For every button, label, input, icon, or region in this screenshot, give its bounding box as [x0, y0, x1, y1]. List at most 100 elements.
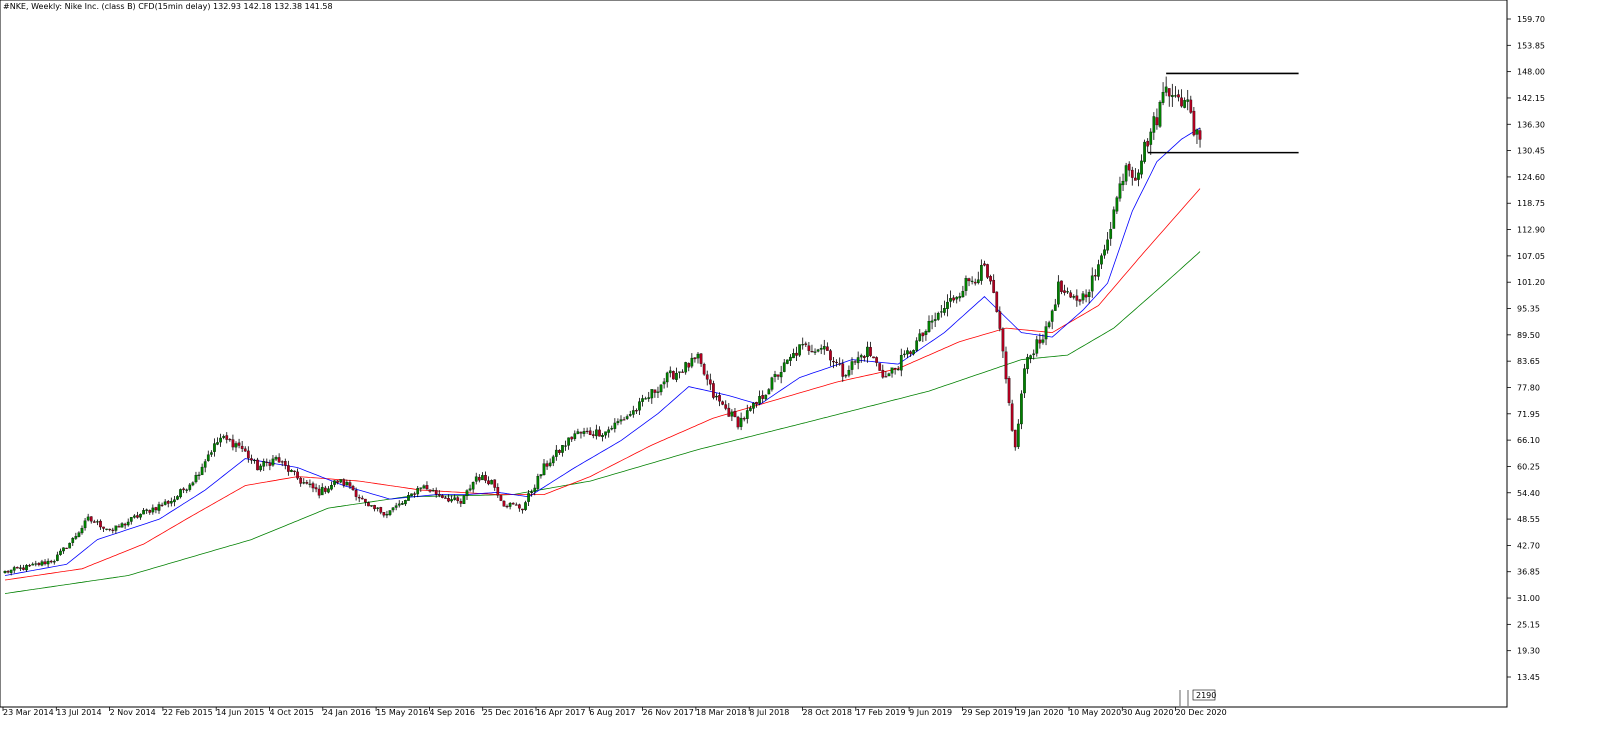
candle-body: [832, 361, 835, 363]
candle-body: [213, 443, 216, 452]
candle-body: [887, 373, 891, 377]
candle-body: [958, 296, 962, 299]
candle-body: [1155, 117, 1159, 126]
candle-body: [182, 488, 185, 491]
candle-body: [536, 475, 540, 489]
candle-body: [22, 567, 25, 570]
candle-body: [1020, 393, 1023, 425]
candle-body: [1167, 88, 1171, 97]
candle-body: [554, 449, 558, 457]
y-tick-label: 66.10: [1517, 436, 1540, 445]
candle-body: [595, 429, 598, 437]
candle-body: [1174, 95, 1177, 97]
x-tick-label: 8 Jul 2018: [749, 708, 789, 717]
candle-body: [853, 361, 857, 363]
candle-body: [379, 507, 383, 513]
candle-body: [613, 422, 617, 429]
candle-body: [404, 500, 407, 505]
candle-body: [844, 375, 848, 377]
candle-body: [320, 487, 324, 496]
candle-body: [1192, 110, 1196, 136]
candle-body: [280, 461, 284, 463]
horizontal-lines: [1147, 72, 1299, 154]
moving-averages: [4, 127, 1201, 594]
candle-body: [367, 502, 370, 507]
candle-body: [154, 507, 158, 511]
candle-body: [111, 529, 115, 531]
candle-body: [203, 461, 207, 468]
candle-body: [317, 488, 321, 496]
candle-body: [773, 374, 777, 377]
y-tick-label: 159.70: [1517, 15, 1545, 24]
candle-body: [770, 377, 774, 390]
candle-body: [77, 532, 81, 537]
candle-body: [471, 481, 475, 490]
candle-body: [1164, 86, 1168, 93]
candle-body: [973, 281, 977, 284]
candle-body: [782, 362, 786, 372]
candle-body: [733, 411, 737, 418]
candle-body: [169, 501, 173, 504]
candle-body: [136, 515, 139, 518]
candle-body: [342, 479, 346, 486]
candle-body: [970, 280, 974, 282]
candle-body: [354, 489, 358, 497]
candle-body: [1001, 328, 1005, 352]
candle-body: [912, 350, 915, 355]
candle-body: [631, 410, 635, 415]
candle-body: [1075, 295, 1079, 301]
candle-body: [139, 513, 142, 518]
chart-title: #NKE, Weekly: Nike Inc. (class B) CFD(15…: [3, 2, 333, 11]
candle-body: [228, 439, 232, 441]
candle-body: [856, 357, 860, 364]
candle-body: [62, 547, 65, 552]
candle-body: [437, 494, 441, 496]
candle-body: [859, 355, 863, 358]
candle-body: [376, 507, 380, 509]
candle-body: [360, 497, 364, 500]
candle-body: [872, 356, 875, 359]
x-tick-label: 23 Mar 2014: [3, 708, 54, 717]
candle-body: [129, 517, 133, 522]
candle-body: [1078, 299, 1082, 302]
candle-body: [539, 474, 543, 477]
candle-body: [909, 351, 912, 354]
candle-body: [807, 345, 811, 351]
candle-body: [157, 504, 161, 511]
x-tick-label: 29 Sep 2019: [962, 708, 1013, 717]
time-box-frame: [1192, 689, 1216, 701]
candle-body: [542, 463, 546, 476]
candle-body: [514, 504, 518, 506]
y-tick-label: 95.35: [1517, 305, 1540, 314]
candle-body: [1180, 97, 1183, 107]
candle-body: [1093, 274, 1097, 277]
candle-body: [305, 482, 309, 484]
candle-body: [1084, 294, 1088, 298]
candle-body: [585, 430, 589, 432]
candle-body: [672, 371, 675, 380]
x-tick-label: 4 Oct 2015: [270, 708, 314, 717]
candle-body: [739, 417, 743, 427]
candle-body: [253, 459, 256, 462]
candle-body: [265, 461, 269, 463]
candle-body: [83, 520, 87, 529]
candle-body: [425, 485, 429, 490]
candle-body: [287, 465, 290, 472]
candle-body: [551, 456, 555, 464]
plot-frame: [0, 0, 1508, 708]
candle-body: [210, 452, 213, 455]
candle-body: [1124, 165, 1128, 182]
candle-body: [995, 291, 999, 312]
candle-body: [74, 536, 78, 539]
candle-body: [105, 528, 108, 530]
candle-body: [474, 476, 478, 482]
candle-body: [1112, 209, 1116, 229]
candle-body: [216, 442, 219, 445]
y-tick-label: 148.00: [1517, 68, 1545, 77]
candle-body: [727, 407, 731, 417]
candle-body: [400, 503, 404, 505]
candle-body: [810, 351, 814, 353]
candle-body: [933, 319, 937, 321]
candle-body: [903, 353, 906, 355]
